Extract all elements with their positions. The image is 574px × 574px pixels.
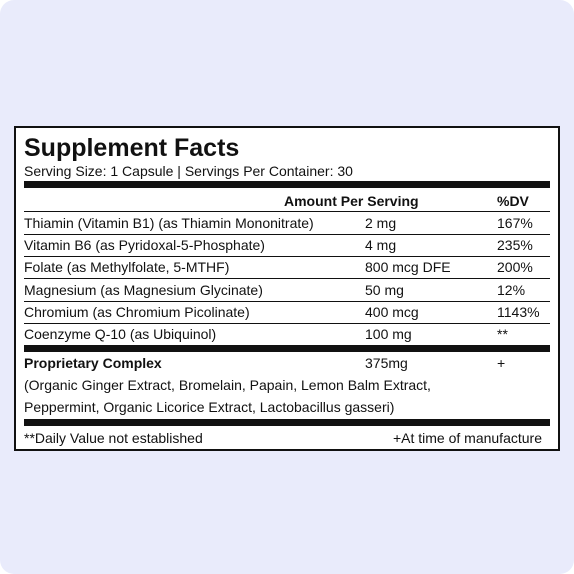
- complex-description: Peppermint, Organic Licorice Extract, La…: [24, 399, 395, 415]
- rule: [24, 322, 550, 324]
- dv-header: %DV: [497, 193, 529, 209]
- footnote: +At time of manufacture: [392, 430, 542, 446]
- nutrient-name: Magnesium (as Magnesium Glycinate): [24, 281, 263, 298]
- nutrient-amount: 2 mg: [365, 215, 397, 231]
- thick-rule: [24, 181, 550, 188]
- rule: [24, 278, 550, 280]
- nutrient-dv: 1143%: [497, 303, 540, 320]
- rule: [24, 234, 550, 235]
- nutrient-dv: 235%: [497, 237, 533, 254]
- nutrient-name: Thiamin (Vitamin B1) (as Thiamin Mononit…: [24, 215, 314, 231]
- nutrient-dv: 200%: [497, 259, 533, 276]
- rule: [24, 300, 550, 302]
- serving-info: Serving Size: 1 Capsule | Servings Per C…: [24, 163, 353, 179]
- nutrient-amount: 100 mg: [365, 326, 412, 342]
- nutrient-dv: **: [497, 326, 508, 342]
- nutrient-amount: 50 mg: [365, 281, 404, 298]
- rule: [24, 256, 550, 258]
- nutrient-dv: 167%: [497, 215, 533, 231]
- thick-rule: [24, 345, 550, 352]
- nutrient-amount: 4 mg: [365, 237, 397, 254]
- amount-header: Amount Per Serving: [284, 193, 419, 209]
- thick-rule: [24, 419, 550, 426]
- nutrient-name: Vitamin B6 (as Pyridoxal-5-Phosphate): [24, 237, 265, 254]
- complex-amount: 375mg: [365, 355, 408, 371]
- footnote: **Daily Value not established: [24, 430, 203, 446]
- complex-name: Proprietary Complex: [24, 355, 162, 371]
- rule: [24, 211, 550, 212]
- nutrient-dv: 12%: [497, 281, 526, 298]
- nutrient-name: Coenzyme Q-10 (as Ubiquinol): [24, 326, 217, 342]
- title: Supplement Facts: [24, 134, 240, 162]
- supplement-facts-panel: Supplement Facts Serving Size: 1 Capsule…: [14, 126, 560, 451]
- nutrient-amount: 800 mcg DFE: [365, 259, 451, 276]
- nutrient-amount: 400 mcg: [365, 303, 419, 320]
- complex-description: (Organic Ginger Extract, Bromelain, Papa…: [24, 377, 431, 393]
- nutrient-name: Folate (as Methylfolate, 5-MTHF): [24, 259, 230, 276]
- nutrient-name: Chromium (as Chromium Picolinate): [24, 303, 250, 320]
- complex-dv: +: [497, 355, 506, 371]
